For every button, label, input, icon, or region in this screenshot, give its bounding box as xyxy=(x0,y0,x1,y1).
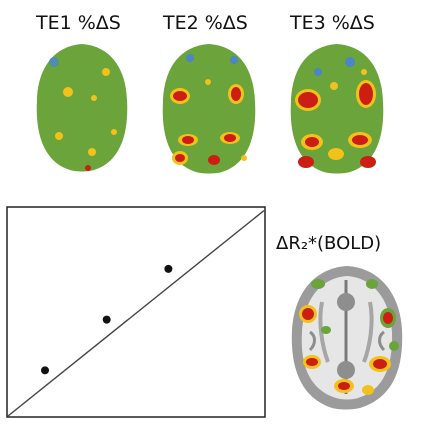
bold-label: ΔR₂*(BOLD) xyxy=(276,233,382,254)
bold-anatomical-map xyxy=(291,266,403,410)
te3-brain-map xyxy=(290,44,384,174)
fit-line xyxy=(7,209,265,417)
te2-label: TE2 %ΔS xyxy=(163,12,248,34)
te2-brain-map xyxy=(162,44,256,174)
data-point-1 xyxy=(41,366,50,375)
te1-brain-map xyxy=(36,44,128,172)
te1-label: TE1 %ΔS xyxy=(36,12,121,34)
te3-label: TE3 %ΔS xyxy=(290,12,375,34)
scatter-plot xyxy=(6,206,266,418)
data-point-2 xyxy=(102,315,111,324)
data-point-3 xyxy=(164,264,173,273)
